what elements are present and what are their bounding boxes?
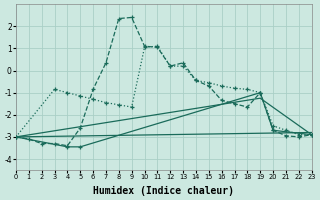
X-axis label: Humidex (Indice chaleur): Humidex (Indice chaleur) — [93, 186, 234, 196]
